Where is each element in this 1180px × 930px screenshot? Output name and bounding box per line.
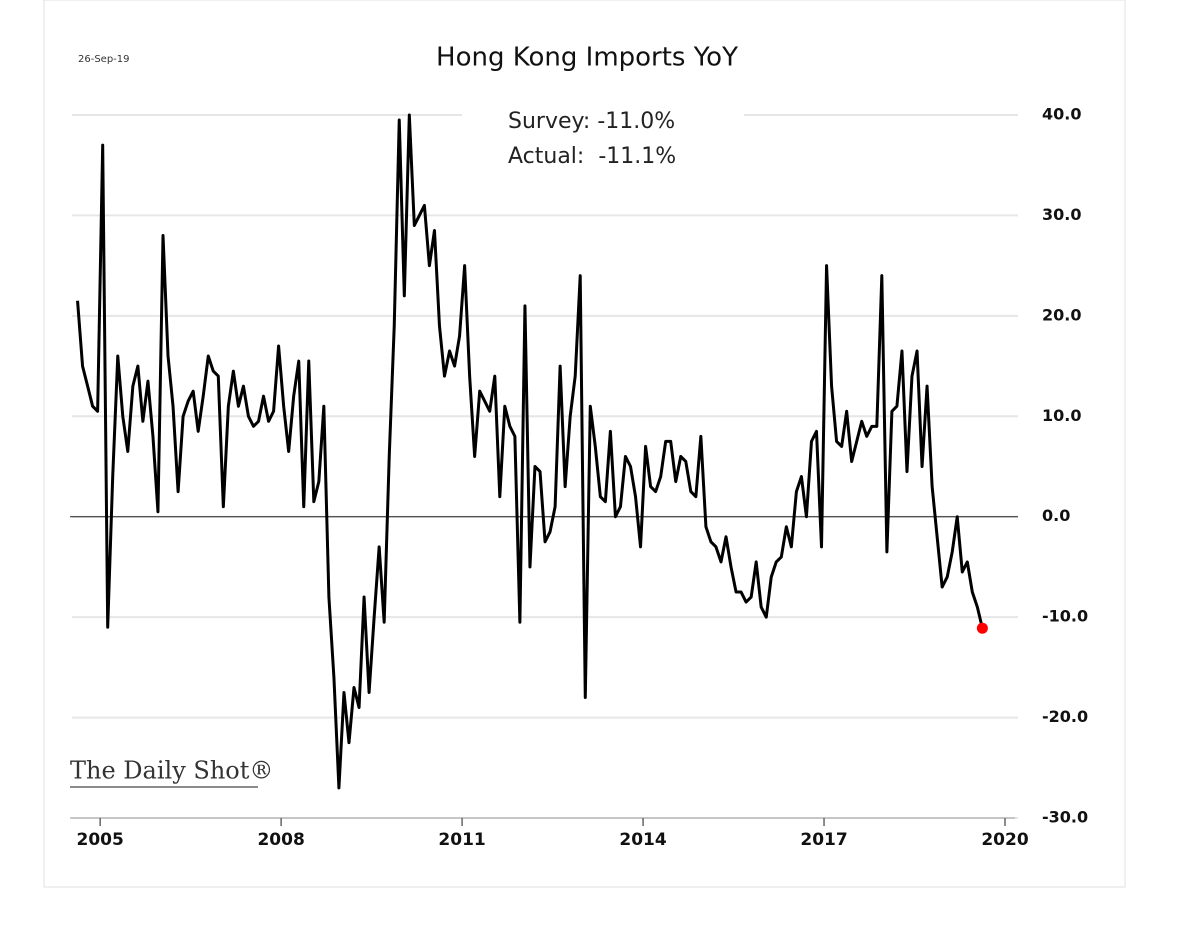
y-tick-label: 20.0: [1042, 305, 1081, 324]
chart-title: Hong Kong Imports YoY: [436, 43, 738, 73]
y-tick-label: 30.0: [1042, 205, 1081, 224]
x-tick-label: 2017: [800, 830, 847, 850]
date-label: 26-Sep-19: [78, 54, 130, 65]
annotation-box: [462, 100, 744, 185]
line-series: [76, 113, 984, 790]
x-tick-label: 2011: [438, 830, 485, 850]
source-logo: The Daily Shot®: [70, 757, 273, 785]
y-tick-label: -20.0: [1042, 707, 1088, 726]
y-tick-label: -10.0: [1042, 607, 1088, 626]
annotation: Survey: -11.0%: [508, 109, 675, 134]
y-tick-label: 40.0: [1042, 105, 1081, 124]
x-tick-label: 2008: [257, 830, 304, 850]
last-point: [976, 622, 988, 634]
x-tick-label: 2005: [76, 830, 123, 850]
y-tick-label: 0.0: [1042, 506, 1070, 525]
y-tick-label: 10.0: [1042, 406, 1081, 425]
annotation: Actual: -11.1%: [508, 144, 676, 169]
x-tick-label: 2014: [619, 830, 666, 850]
y-tick-label: -30.0: [1042, 808, 1088, 827]
x-tick-label: 2020: [981, 830, 1028, 850]
